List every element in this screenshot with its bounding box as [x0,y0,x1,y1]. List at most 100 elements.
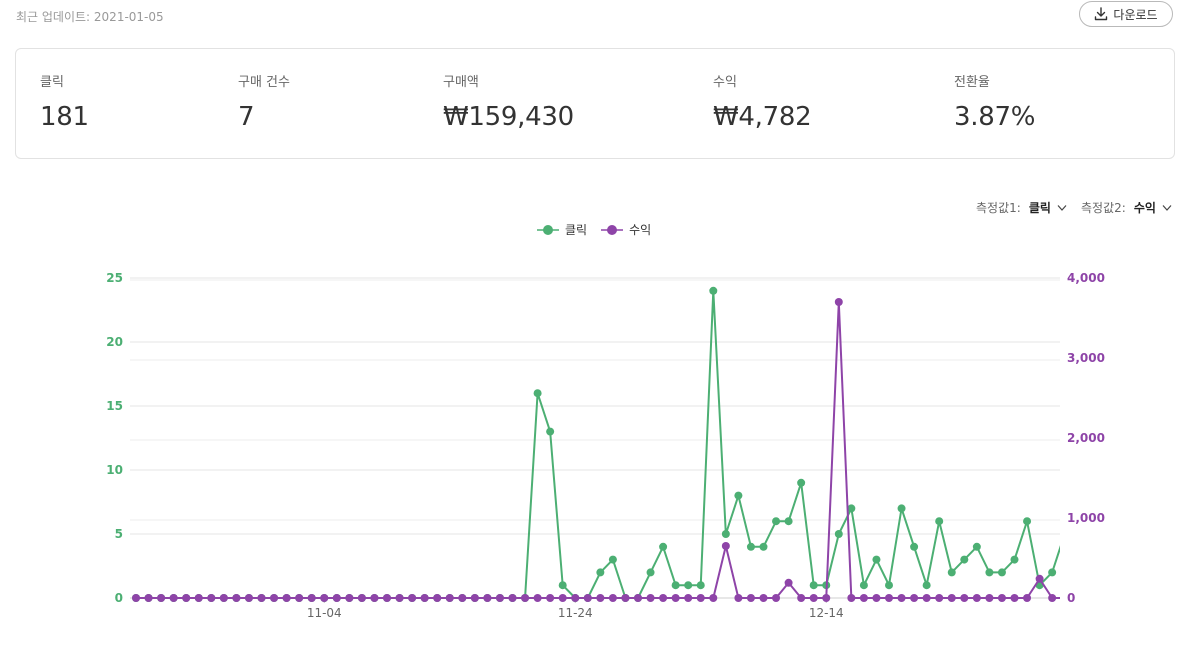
revenue-series-point [408,594,417,602]
revenue-series-point [132,594,140,602]
y-right-tick-label: 2,000 [1067,431,1105,445]
revenue-series-point [671,594,680,602]
revenue-series-point [784,578,793,587]
y-right-tick-label: 3,000 [1067,351,1105,365]
revenue-series-point [219,594,228,602]
measure2-label: 측정값2: [1081,201,1126,215]
revenue-series-point [809,594,818,602]
clicks-series-point [834,530,843,538]
revenue-series-point [746,594,755,602]
clicks-series-point [709,286,718,295]
stat-purchases: 구매 건수 7 [238,71,290,132]
clicks-series-line [136,289,1060,599]
chart-legend: 클릭 수익 [537,221,651,238]
revenue-series-point [495,594,504,602]
revenue-series-point [797,594,806,602]
chevron-down-icon [1057,204,1067,211]
revenue-series-point [345,594,354,602]
y-left-tick-label: 25 [106,271,123,285]
revenue-series-point [922,594,931,602]
revenue-series-point [194,594,203,602]
revenue-series-point [332,594,341,602]
last-update-text: 최근 업데이트: 2021-01-05 [16,10,164,24]
clicks-series-point [671,581,680,590]
clicks-series-point [922,581,931,590]
clicks-series-point [659,542,668,551]
clicks-series-point [759,542,768,551]
revenue-series-point [383,594,391,602]
revenue-series-point [834,298,843,306]
clicks-series-point [684,581,693,590]
revenue-series-point [207,594,216,602]
stat-clicks: 클릭 181 [40,71,89,132]
legend-item-revenue[interactable]: 수익 [601,221,651,238]
clicks-series-point [784,517,793,526]
revenue-series-point [182,594,191,602]
clicks-series-point [646,568,655,577]
revenue-series-point [696,594,705,602]
revenue-series-point [872,594,881,602]
revenue-series-point [521,594,530,602]
stat-purchases-value: 7 [238,102,255,132]
clicks-series-point [985,568,994,577]
revenue-series-point [583,594,592,602]
legend-item-clicks[interactable]: 클릭 [537,221,587,238]
clicks-series-point [696,581,705,590]
revenue-series-point [721,542,730,550]
revenue-series-point [357,594,366,602]
legend-revenue-label: 수익 [629,223,652,237]
revenue-series-point [282,594,291,602]
legend-revenue-marker [601,224,624,235]
legend-clicks-label: 클릭 [565,223,588,237]
measure1-value: 클릭 [1028,201,1051,215]
clicks-series-point [533,389,542,398]
revenue-series-point [420,594,429,602]
clicks-series-point [997,568,1006,577]
revenue-series-point [1048,594,1057,602]
revenue-series-point [684,594,693,602]
y-left-tick-label: 15 [106,399,123,413]
revenue-series-point [659,594,668,602]
revenue-series-point [859,594,868,602]
clicks-series-point [947,568,956,577]
clicks-series-point [960,555,969,564]
measure2-select[interactable]: 측정값2: 수익 [1081,199,1172,216]
download-label: 다운로드 [1113,7,1158,22]
measure1-label: 측정값1: [976,201,1021,215]
revenue-series-point [295,594,304,602]
download-icon [1095,7,1108,21]
revenue-series-point [621,594,630,602]
revenue-series-point [960,594,969,602]
clicks-series-point [558,581,567,590]
clicks-series-point [972,542,981,551]
revenue-series-point [270,594,279,602]
revenue-series-point [709,594,718,602]
download-button[interactable]: 다운로드 [1079,1,1173,27]
measure1-select[interactable]: 측정값1: 클릭 [976,199,1067,216]
stat-conversion-label: 전환율 [954,75,990,90]
x-tick-label: 12-14 [809,606,844,620]
stat-purchase-amount-value: ₩159,430 [443,102,574,132]
revenue-series-point [571,594,580,602]
revenue-series-point [897,594,906,602]
revenue-series-point [734,594,743,602]
revenue-series-point [935,594,944,602]
stat-revenue-value: ₩4,782 [713,102,812,132]
y-left-tick-label: 20 [106,335,123,349]
stat-purchases-label: 구매 건수 [238,75,290,90]
clicks-series-point [1023,517,1032,526]
revenue-series-point [546,594,555,602]
revenue-series-point [320,594,329,602]
stat-revenue: 수익 ₩4,782 [713,71,812,132]
clicks-series-point [797,478,806,487]
revenue-series-point [759,594,768,602]
revenue-series-point [1010,594,1019,602]
y-left-tick-label: 0 [115,591,123,605]
clicks-series-point [872,555,881,564]
revenue-series-point [257,594,266,602]
stat-purchase-amount-label: 구매액 [443,75,479,90]
revenue-series-point [885,594,893,602]
clicks-series-point [897,504,906,513]
stat-conversion-value: 3.87% [954,102,1036,132]
